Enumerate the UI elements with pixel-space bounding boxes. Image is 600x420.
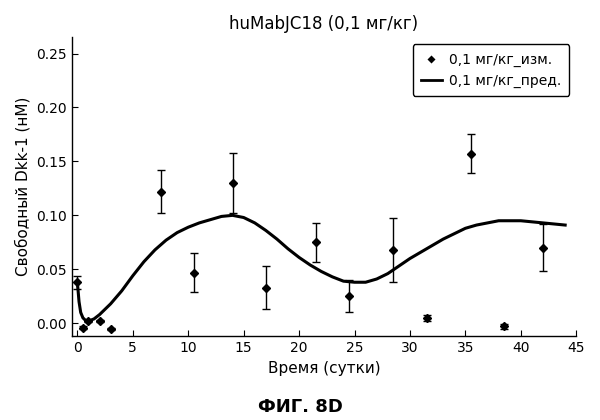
0,1 мг/кг_пред. — [82, 318, 89, 323]
0,1 мг/кг_пред. — [373, 276, 380, 281]
0,1 мг/кг_пред. — [185, 225, 192, 230]
0,1 мг/кг_пред. — [140, 259, 148, 264]
0,1 мг/кг_пред. — [207, 217, 214, 222]
0,1 мг/кг_пред. — [351, 280, 358, 285]
0,1 мг/кг_пред. — [274, 236, 281, 241]
0,1 мг/кг_пред. — [506, 218, 514, 223]
0,1 мг/кг_пред. — [129, 273, 136, 278]
0,1 мг/кг_пред. — [329, 274, 336, 279]
0,1 мг/кг_пред. — [539, 220, 547, 226]
Text: ФИГ. 8D: ФИГ. 8D — [257, 398, 343, 416]
0,1 мг/кг_пред. — [218, 214, 225, 219]
0,1 мг/кг_пред. — [340, 278, 347, 284]
0,1 мг/кг_пред. — [440, 236, 447, 241]
0,1 мг/кг_пред. — [307, 262, 314, 268]
0,1 мг/кг_пред. — [173, 230, 181, 235]
X-axis label: Время (сутки): Время (сутки) — [268, 361, 380, 375]
0,1 мг/кг_пред. — [251, 220, 259, 226]
0,1 мг/кг_пред. — [317, 269, 325, 274]
0,1 мг/кг_пред. — [495, 218, 502, 223]
0,1 мг/кг_пред. — [196, 220, 203, 226]
0,1 мг/кг_пред. — [151, 247, 158, 252]
Title: huMabJC18 (0,1 мг/кг): huMabJC18 (0,1 мг/кг) — [229, 15, 419, 33]
0,1 мг/кг_пред. — [118, 289, 125, 294]
Line: 0,1 мг/кг_пред.: 0,1 мг/кг_пред. — [77, 215, 565, 321]
0,1 мг/кг_пред. — [384, 271, 391, 276]
Legend: 0,1 мг/кг_изм., 0,1 мг/кг_пред.: 0,1 мг/кг_изм., 0,1 мг/кг_пред. — [413, 44, 569, 96]
0,1 мг/кг_пред. — [529, 219, 536, 224]
0,1 мг/кг_пред. — [418, 249, 425, 255]
0,1 мг/кг_пред. — [229, 213, 236, 218]
0,1 мг/кг_пред. — [473, 223, 480, 228]
0,1 мг/кг_пред. — [550, 221, 557, 226]
0,1 мг/кг_пред. — [262, 228, 269, 233]
0,1 мг/кг_пред. — [74, 280, 81, 285]
0,1 мг/кг_пред. — [91, 316, 98, 321]
0,1 мг/кг_пред. — [79, 315, 86, 320]
0,1 мг/кг_пред. — [76, 299, 83, 304]
0,1 мг/кг_пред. — [562, 223, 569, 228]
0,1 мг/кг_пред. — [484, 220, 491, 226]
0,1 мг/кг_пред. — [77, 310, 84, 315]
Y-axis label: Свободный Dkk-1 (нМ): Свободный Dkk-1 (нМ) — [15, 97, 31, 276]
0,1 мг/кг_пред. — [163, 238, 170, 243]
0,1 мг/кг_пред. — [362, 280, 369, 285]
0,1 мг/кг_пред. — [96, 312, 103, 317]
0,1 мг/кг_пред. — [85, 318, 92, 323]
0,1 мг/кг_пред. — [451, 231, 458, 236]
0,1 мг/кг_пред. — [395, 263, 403, 268]
0,1 мг/кг_пред. — [240, 215, 247, 220]
0,1 мг/кг_пред. — [428, 243, 436, 248]
0,1 мг/кг_пред. — [284, 246, 292, 251]
0,1 мг/кг_пред. — [406, 256, 413, 261]
0,1 мг/кг_пред. — [295, 255, 302, 260]
0,1 мг/кг_пред. — [462, 226, 469, 231]
0,1 мг/кг_пред. — [107, 301, 114, 306]
0,1 мг/кг_пред. — [517, 218, 524, 223]
